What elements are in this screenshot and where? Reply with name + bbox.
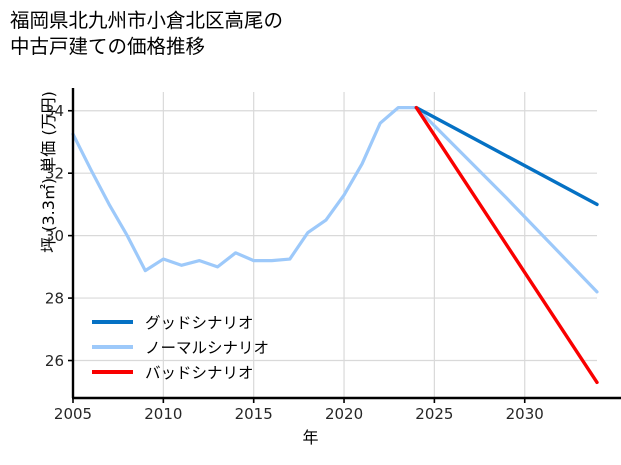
y-tick-label: 28 [45,290,64,308]
x-axis-label: 年 [302,428,319,447]
chart-title-line2: 中古戸建ての価格推移 [10,34,206,58]
series-line-normal [71,106,599,294]
y-tick-label: 30 [45,227,64,245]
axis-ticks: 26 28 30 32 34 2005 2010 2015 2020 2025 2030 [45,102,544,423]
legend-label: バッドシナリオ [145,364,254,382]
series-line-good [414,105,599,207]
x-tick-label: 2030 [506,405,544,423]
series-lines [71,105,599,385]
chart-title-line1: 福岡県北九州市小倉北区高尾の [10,9,284,32]
x-tick-label: 2005 [54,405,92,423]
y-tick-label: 26 [45,352,64,370]
x-tick-label: 2015 [235,405,273,423]
y-tick-label: 34 [45,102,64,120]
chart-title: 福岡県北九州市小倉北区高尾の 中古戸建ての価格推移 [10,8,610,60]
y-tick-label: 32 [45,165,64,183]
series-line-bad [414,105,599,385]
x-tick-label: 2010 [144,405,182,423]
legend-label: グッドシナリオ [145,314,254,332]
x-tick-label: 2025 [415,405,453,423]
x-tick-label: 2020 [325,405,363,423]
legend-label: ノーマルシナリオ [145,339,269,357]
